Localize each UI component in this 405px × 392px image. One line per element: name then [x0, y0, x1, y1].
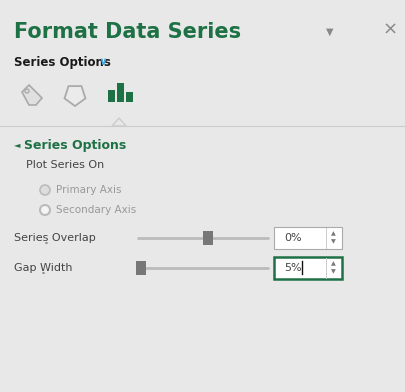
Polygon shape — [112, 118, 126, 126]
Bar — [202, 231, 213, 245]
Bar — [126, 92, 133, 102]
Text: 5%: 5% — [284, 263, 301, 273]
Bar — [136, 261, 146, 275]
Polygon shape — [64, 86, 85, 106]
Polygon shape — [22, 85, 42, 105]
Text: Plot Series On: Plot Series On — [26, 160, 104, 170]
Text: Format Data Series: Format Data Series — [14, 22, 241, 42]
Text: ∨: ∨ — [98, 57, 107, 67]
FancyBboxPatch shape — [273, 257, 341, 279]
Circle shape — [40, 205, 50, 215]
Text: ▼: ▼ — [330, 270, 335, 274]
Bar — [117, 83, 124, 102]
Text: 0%: 0% — [284, 233, 301, 243]
Text: Series Options: Series Options — [24, 138, 126, 151]
FancyBboxPatch shape — [273, 227, 341, 249]
Text: ▼: ▼ — [330, 240, 335, 245]
Text: Series Options: Series Options — [14, 56, 111, 69]
Bar — [108, 90, 115, 102]
Text: ×: × — [382, 21, 396, 39]
Text: Secondary Axis: Secondary Axis — [56, 205, 136, 215]
Text: Gap Width: Gap Width — [14, 263, 72, 273]
Text: ▲: ▲ — [330, 232, 335, 236]
Text: ▼: ▼ — [326, 27, 333, 37]
Text: Series Overlap: Series Overlap — [14, 233, 96, 243]
Text: ◄: ◄ — [14, 140, 20, 149]
Text: Primary Axis: Primary Axis — [56, 185, 121, 195]
Circle shape — [40, 185, 50, 195]
Text: ▲: ▲ — [330, 261, 335, 267]
